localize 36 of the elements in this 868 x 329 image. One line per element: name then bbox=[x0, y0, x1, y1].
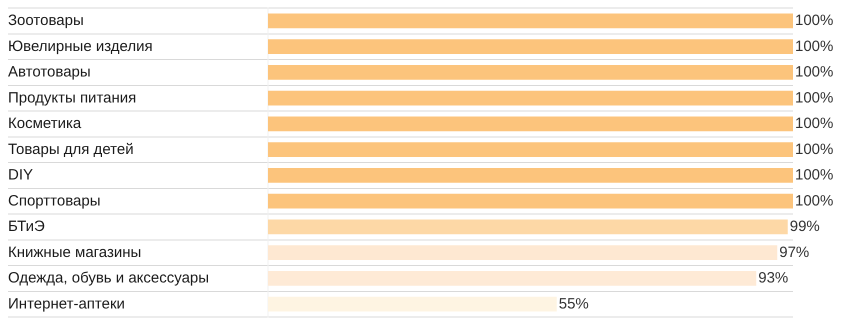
y-tick-label: Косметика bbox=[8, 115, 82, 132]
y-tick-label: Продукты питания bbox=[8, 89, 136, 106]
y-tick-label: Одежда, обувь и аксессуары bbox=[8, 270, 210, 287]
data-label: 97% bbox=[779, 244, 810, 261]
data-label: 100% bbox=[795, 115, 834, 132]
bar bbox=[268, 271, 756, 286]
data-label: 100% bbox=[795, 38, 834, 55]
bar bbox=[268, 296, 557, 312]
y-tick-label: Интернет-аптеки bbox=[8, 295, 125, 312]
bar bbox=[268, 220, 788, 234]
data-label: 100% bbox=[795, 64, 834, 81]
bar bbox=[268, 116, 793, 132]
bar bbox=[268, 194, 793, 208]
y-tick-label: Зоотовары bbox=[8, 12, 84, 30]
y-tick-label: DIY bbox=[8, 166, 34, 184]
bar bbox=[268, 14, 793, 28]
data-label: 100% bbox=[795, 166, 834, 184]
data-label: 100% bbox=[795, 89, 834, 106]
data-label: 100% bbox=[795, 140, 834, 158]
bar bbox=[268, 245, 778, 260]
y-tick-label: Ювелирные изделия bbox=[8, 38, 153, 55]
bar bbox=[268, 90, 793, 106]
y-tick-label: Товары для детей bbox=[8, 140, 134, 158]
y-tick-label: Спорттовары bbox=[8, 192, 100, 210]
data-label: 55% bbox=[558, 295, 589, 312]
bar bbox=[268, 39, 793, 54]
y-tick-label: Книжные магазины bbox=[8, 244, 142, 261]
data-label: 100% bbox=[795, 12, 834, 30]
data-label: 100% bbox=[795, 192, 834, 210]
bar bbox=[268, 142, 793, 157]
bar bbox=[268, 168, 793, 183]
data-label: 93% bbox=[758, 270, 788, 287]
y-tick-label: БТиЭ bbox=[8, 218, 46, 236]
y-tick-label: Автотовары bbox=[8, 64, 91, 81]
data-label: 99% bbox=[790, 218, 820, 236]
bar bbox=[268, 65, 793, 80]
